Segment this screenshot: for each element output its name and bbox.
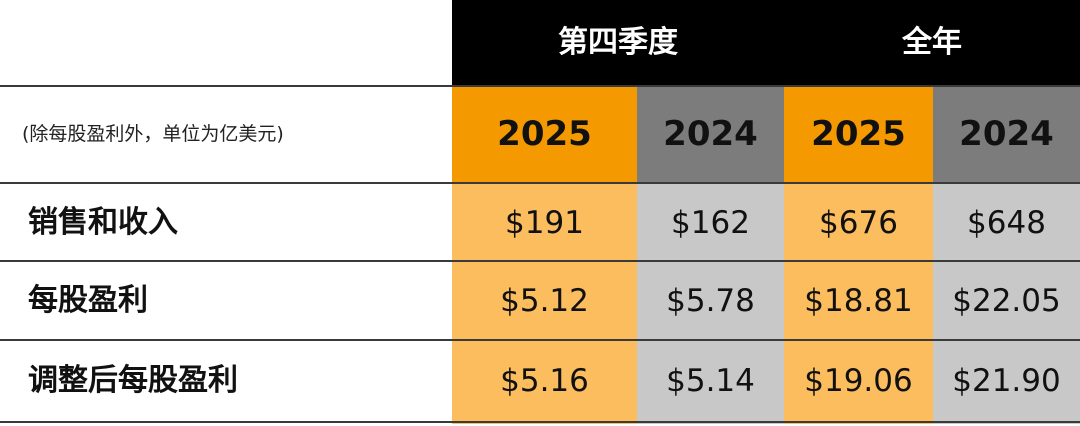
table-cell: $5.14 [666,363,755,399]
year-header-fy-2024: 2024 [933,86,1080,183]
divider [0,85,1080,87]
divider [0,260,1080,262]
period-q4-label: 第四季度 [558,25,678,60]
row-label-adjusted-eps: 调整后每股盈利 [28,363,238,398]
year-header-q4-2025: 2025 [452,86,637,183]
row-label-revenue: 销售和收入 [28,205,178,240]
divider [0,339,1080,341]
table-cell: $5.16 [500,363,589,399]
table-cell: $22.05 [952,283,1061,319]
period-fullyear-label: 全年 [902,25,962,60]
table-cell: $5.78 [666,283,755,319]
divider [0,421,1080,423]
year-header-q4-2024: 2024 [637,86,784,183]
units-note: (除每股盈利外，单位为亿美元) [22,123,284,145]
table-cell: $162 [671,205,750,241]
table-cell: $648 [967,205,1046,241]
row-label-eps: 每股盈利 [28,283,148,318]
table-cell: $676 [819,205,898,241]
divider [0,182,1080,184]
table-cell: $191 [505,205,584,241]
year-header-fy-2025: 2025 [784,86,933,183]
table-cell: $18.81 [804,283,913,319]
period-header-bar [452,0,1080,86]
table-cell: $19.06 [804,363,913,399]
table-cell: $5.12 [500,283,589,319]
table-cell: $21.90 [952,363,1061,399]
